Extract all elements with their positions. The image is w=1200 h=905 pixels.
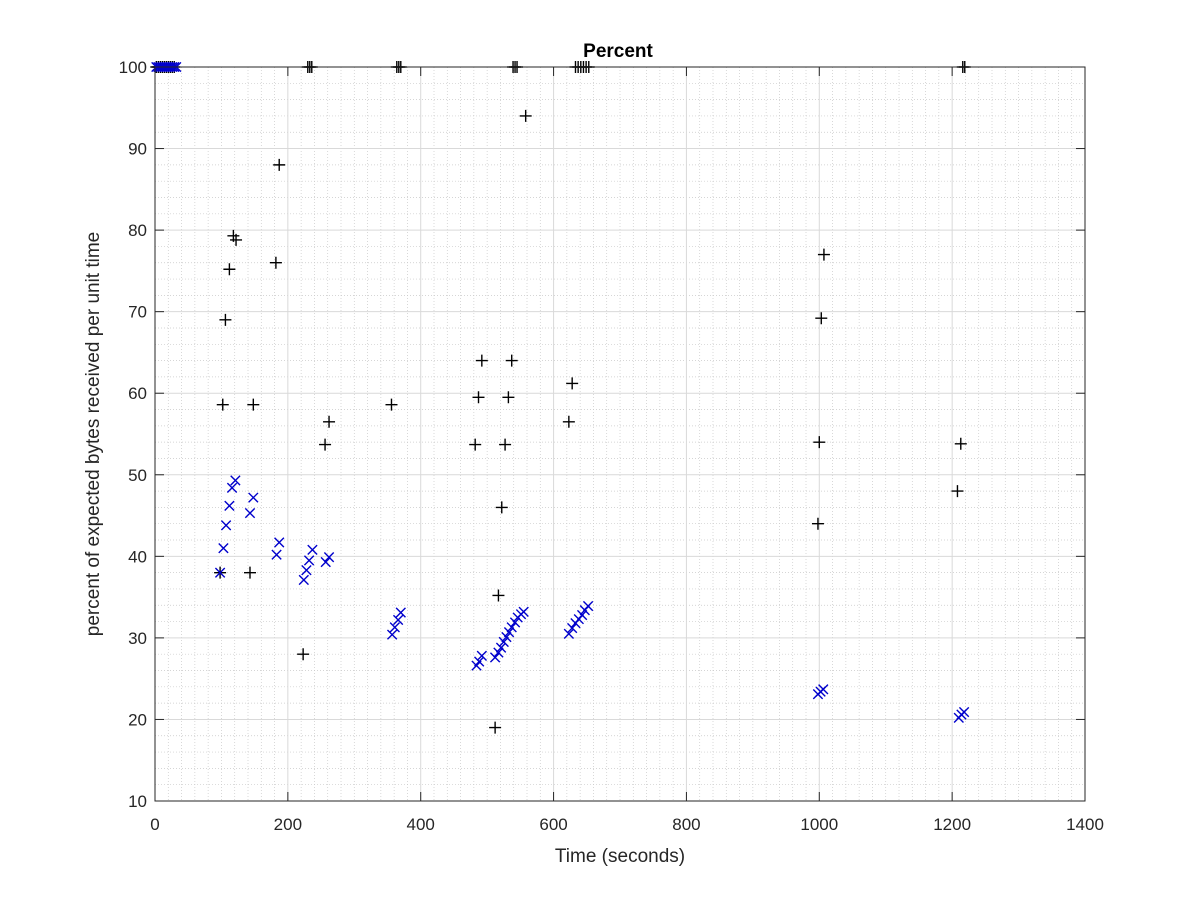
plus-marker	[495, 501, 508, 514]
y-tick-label: 20	[128, 710, 147, 729]
plus-marker	[385, 398, 398, 411]
x-marker	[392, 614, 404, 626]
plus-marker	[247, 398, 260, 411]
plus-marker	[502, 391, 515, 404]
x-marker	[320, 556, 331, 568]
plus-marker	[269, 256, 282, 269]
plus-marker	[475, 354, 488, 367]
plot-border	[154, 66, 1086, 802]
x-marker	[476, 650, 488, 662]
x-tick-label: 1000	[800, 815, 838, 834]
plus-marker	[469, 438, 482, 451]
x-marker	[248, 492, 259, 503]
y-axis-label: percent of expected bytes received per u…	[83, 232, 104, 637]
plus-marker	[954, 437, 967, 450]
plus-marker	[273, 158, 286, 171]
x-marker	[298, 574, 309, 586]
x-tick-label: 400	[407, 815, 435, 834]
x-marker	[818, 684, 829, 695]
x-tick-label: 600	[539, 815, 567, 834]
y-tick-label: 30	[128, 629, 147, 648]
y-tick-label: 40	[128, 547, 147, 566]
plus-marker	[297, 648, 310, 661]
x-marker	[503, 627, 515, 638]
x-marker	[495, 642, 507, 653]
x-marker	[473, 656, 485, 667]
plus-marker	[492, 589, 505, 602]
x-marker	[226, 482, 238, 494]
x-marker	[518, 606, 529, 617]
x-tick-label: 0	[150, 815, 159, 834]
x-marker	[489, 652, 501, 663]
x-marker	[958, 706, 970, 718]
y-tick-label: 70	[128, 303, 147, 322]
x-marker	[498, 636, 509, 648]
plus-marker	[499, 438, 512, 451]
x-marker	[493, 647, 504, 658]
plus-marker	[817, 248, 830, 261]
x-marker	[501, 631, 512, 643]
y-tick-label: 80	[128, 221, 147, 240]
x-marker	[323, 551, 335, 563]
plus-marker	[243, 566, 256, 579]
x-axis-label: Time (seconds)	[555, 846, 685, 867]
x-marker	[301, 565, 312, 576]
plus-marker	[505, 354, 518, 367]
plus-marker	[223, 263, 236, 276]
x-marker	[220, 520, 232, 531]
y-tick-label: 10	[128, 792, 147, 811]
x-marker	[230, 475, 241, 486]
x-marker	[307, 544, 318, 555]
x-marker	[244, 507, 256, 519]
x-tick-label: 1200	[933, 815, 971, 834]
x-marker	[214, 567, 226, 578]
x-marker	[576, 609, 588, 621]
plus-marker	[813, 436, 826, 449]
plus-marker	[219, 313, 232, 326]
x-marker	[509, 617, 521, 628]
y-tick-label: 100	[119, 58, 147, 77]
plus-marker	[566, 377, 579, 390]
x-marker	[395, 607, 406, 618]
tick-labels: 0 200 400 600 800 1000 1200 1400 10 20 30 40 50 60 70 8…	[119, 58, 1104, 834]
plus-marker	[472, 391, 485, 404]
x-marker	[224, 500, 235, 511]
plus-marker	[323, 415, 336, 428]
x-marker	[563, 628, 575, 639]
plus-marker	[230, 233, 243, 246]
y-tick-label: 60	[128, 384, 147, 403]
plus-marker	[519, 109, 532, 122]
x-marker	[566, 622, 578, 634]
plus-marker	[562, 415, 575, 428]
x-marker	[386, 629, 398, 640]
x-marker	[274, 537, 285, 548]
x-tick-label: 200	[274, 815, 302, 834]
plus-marker	[811, 517, 824, 530]
plus-marker	[951, 485, 964, 498]
chart-title: Percent	[583, 41, 653, 62]
plus-marker	[319, 438, 332, 451]
plus-marker	[489, 721, 502, 734]
y-tick-label: 90	[128, 140, 147, 159]
plus-marker	[216, 398, 229, 411]
x-marker	[218, 543, 229, 554]
x-tick-label: 800	[672, 815, 700, 834]
y-tick-label: 50	[128, 466, 147, 485]
x-marker	[271, 549, 282, 560]
x-marker	[303, 555, 315, 566]
x-marker	[582, 600, 594, 612]
x-tick-label: 1400	[1066, 815, 1104, 834]
plus-marker	[815, 312, 828, 325]
x-marker	[389, 622, 400, 633]
x-marker	[506, 622, 517, 633]
minor-grid	[155, 67, 1085, 801]
